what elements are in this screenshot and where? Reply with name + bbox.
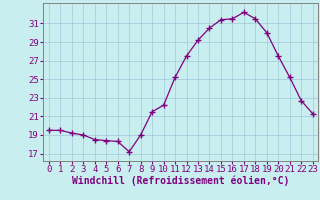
X-axis label: Windchill (Refroidissement éolien,°C): Windchill (Refroidissement éolien,°C) bbox=[72, 176, 290, 186]
